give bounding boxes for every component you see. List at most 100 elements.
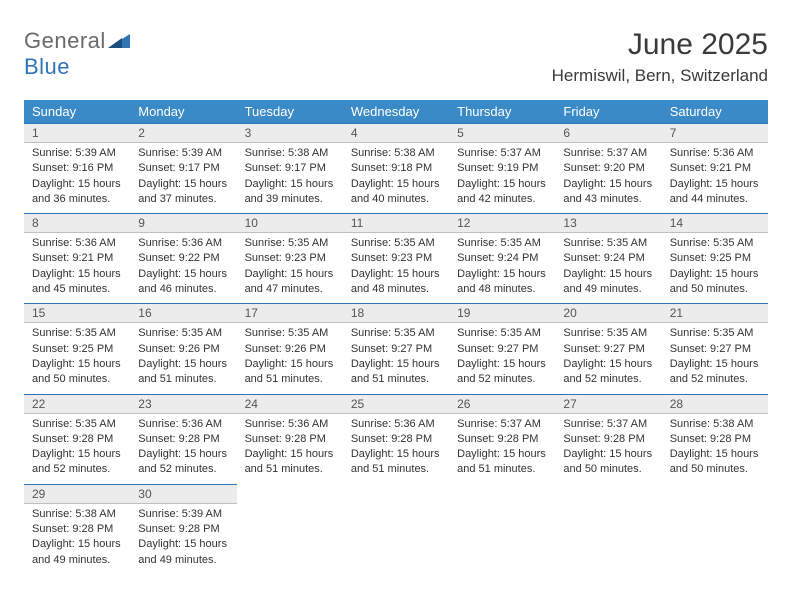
day-sunset: Sunset: 9:27 PM [351,342,441,356]
day-sunrise: Sunrise: 5:35 AM [138,326,228,340]
page-header: General Blue June 2025 Hermiswil, Bern, … [24,28,768,86]
day-number: 4 [343,123,449,143]
calendar-day-cell: 24Sunrise: 5:36 AMSunset: 9:28 PMDayligh… [237,394,343,484]
day-details: Sunrise: 5:35 AMSunset: 9:26 PMDaylight:… [237,323,343,393]
day-number: 18 [343,303,449,323]
day-dl1: Daylight: 15 hours [245,357,335,371]
day-number: 24 [237,394,343,414]
day-sunset: Sunset: 9:22 PM [138,251,228,265]
day-dl1: Daylight: 15 hours [138,447,228,461]
day-sunrise: Sunrise: 5:35 AM [245,236,335,250]
calendar-day-cell: 26Sunrise: 5:37 AMSunset: 9:28 PMDayligh… [449,394,555,484]
day-sunrise: Sunrise: 5:35 AM [351,326,441,340]
calendar-day-cell: 13Sunrise: 5:35 AMSunset: 9:24 PMDayligh… [555,213,661,303]
calendar-week-row: 15Sunrise: 5:35 AMSunset: 9:25 PMDayligh… [24,303,768,393]
day-dl1: Daylight: 15 hours [563,177,653,191]
day-dl1: Daylight: 15 hours [351,267,441,281]
day-details: Sunrise: 5:35 AMSunset: 9:27 PMDaylight:… [449,323,555,393]
day-sunset: Sunset: 9:28 PM [32,432,122,446]
day-dl1: Daylight: 15 hours [670,447,760,461]
day-dl2: and 51 minutes. [457,462,547,476]
calendar-day-cell: 8Sunrise: 5:36 AMSunset: 9:21 PMDaylight… [24,213,130,303]
weekday-header: Friday [555,100,661,123]
day-number: 16 [130,303,236,323]
day-details: Sunrise: 5:36 AMSunset: 9:22 PMDaylight:… [130,233,236,303]
day-sunset: Sunset: 9:28 PM [563,432,653,446]
day-sunset: Sunset: 9:28 PM [32,522,122,536]
brand-text-blue: Blue [24,54,70,79]
day-sunset: Sunset: 9:28 PM [457,432,547,446]
day-dl2: and 52 minutes. [32,462,122,476]
calendar-day-cell: 23Sunrise: 5:36 AMSunset: 9:28 PMDayligh… [130,394,236,484]
day-sunrise: Sunrise: 5:38 AM [351,146,441,160]
day-details: Sunrise: 5:38 AMSunset: 9:17 PMDaylight:… [237,143,343,213]
day-sunset: Sunset: 9:27 PM [563,342,653,356]
day-sunrise: Sunrise: 5:36 AM [245,417,335,431]
day-details: Sunrise: 5:38 AMSunset: 9:18 PMDaylight:… [343,143,449,213]
day-dl2: and 51 minutes. [245,372,335,386]
day-dl1: Daylight: 15 hours [351,447,441,461]
day-sunset: Sunset: 9:16 PM [32,161,122,175]
calendar-day-cell [449,484,555,574]
calendar-day-cell: 17Sunrise: 5:35 AMSunset: 9:26 PMDayligh… [237,303,343,393]
day-number: 22 [24,394,130,414]
day-dl1: Daylight: 15 hours [670,177,760,191]
day-sunset: Sunset: 9:28 PM [245,432,335,446]
month-title: June 2025 [552,28,768,62]
day-dl2: and 51 minutes. [351,372,441,386]
day-dl1: Daylight: 15 hours [138,267,228,281]
day-sunrise: Sunrise: 5:35 AM [457,326,547,340]
day-dl1: Daylight: 15 hours [563,447,653,461]
day-dl1: Daylight: 15 hours [457,177,547,191]
day-sunset: Sunset: 9:25 PM [32,342,122,356]
day-dl1: Daylight: 15 hours [32,177,122,191]
day-dl1: Daylight: 15 hours [32,267,122,281]
day-dl1: Daylight: 15 hours [32,447,122,461]
day-dl2: and 36 minutes. [32,192,122,206]
day-details: Sunrise: 5:35 AMSunset: 9:27 PMDaylight:… [662,323,768,393]
weekday-header: Monday [130,100,236,123]
day-number: 20 [555,303,661,323]
day-dl1: Daylight: 15 hours [563,267,653,281]
calendar-day-cell: 28Sunrise: 5:38 AMSunset: 9:28 PMDayligh… [662,394,768,484]
day-sunrise: Sunrise: 5:37 AM [457,146,547,160]
day-dl1: Daylight: 15 hours [32,357,122,371]
day-dl2: and 51 minutes. [351,462,441,476]
day-number: 25 [343,394,449,414]
calendar-day-cell [555,484,661,574]
day-details: Sunrise: 5:35 AMSunset: 9:26 PMDaylight:… [130,323,236,393]
calendar-day-cell: 29Sunrise: 5:38 AMSunset: 9:28 PMDayligh… [24,484,130,574]
day-details: Sunrise: 5:36 AMSunset: 9:28 PMDaylight:… [130,414,236,484]
day-dl1: Daylight: 15 hours [670,357,760,371]
day-dl1: Daylight: 15 hours [457,267,547,281]
title-block: June 2025 Hermiswil, Bern, Switzerland [552,28,768,86]
day-details: Sunrise: 5:35 AMSunset: 9:25 PMDaylight:… [24,323,130,393]
weekday-header: Sunday [24,100,130,123]
calendar-day-cell: 11Sunrise: 5:35 AMSunset: 9:23 PMDayligh… [343,213,449,303]
day-number: 19 [449,303,555,323]
day-dl1: Daylight: 15 hours [245,267,335,281]
calendar-day-cell [662,484,768,574]
day-number: 3 [237,123,343,143]
day-number: 21 [662,303,768,323]
day-sunset: Sunset: 9:17 PM [245,161,335,175]
day-sunset: Sunset: 9:28 PM [670,432,760,446]
day-number: 12 [449,213,555,233]
day-dl2: and 50 minutes. [32,372,122,386]
brand-triangle-icon [108,32,130,53]
day-sunrise: Sunrise: 5:37 AM [563,146,653,160]
day-dl2: and 46 minutes. [138,282,228,296]
day-dl2: and 51 minutes. [138,372,228,386]
day-sunset: Sunset: 9:28 PM [351,432,441,446]
calendar-day-cell: 16Sunrise: 5:35 AMSunset: 9:26 PMDayligh… [130,303,236,393]
calendar-day-cell: 6Sunrise: 5:37 AMSunset: 9:20 PMDaylight… [555,123,661,213]
calendar-week-row: 22Sunrise: 5:35 AMSunset: 9:28 PMDayligh… [24,394,768,484]
day-details: Sunrise: 5:35 AMSunset: 9:27 PMDaylight:… [555,323,661,393]
day-sunset: Sunset: 9:17 PM [138,161,228,175]
day-dl2: and 52 minutes. [457,372,547,386]
day-number: 8 [24,213,130,233]
day-details: Sunrise: 5:35 AMSunset: 9:24 PMDaylight:… [449,233,555,303]
day-details: Sunrise: 5:38 AMSunset: 9:28 PMDaylight:… [24,504,130,574]
day-dl2: and 51 minutes. [245,462,335,476]
day-dl2: and 42 minutes. [457,192,547,206]
